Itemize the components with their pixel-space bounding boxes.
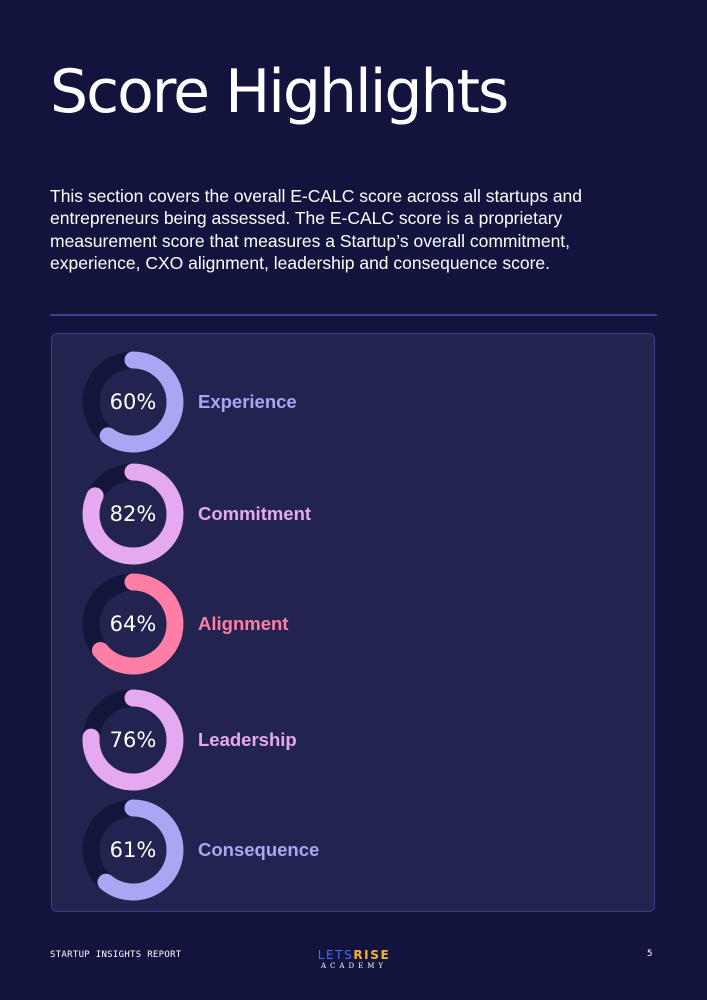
gauge-arc [82, 689, 184, 791]
page-number: 5 [647, 949, 653, 959]
logo-academy-text: ACADEMY [321, 962, 387, 970]
score-panel: 60% Experience 82% Commitment 64% Alignm… [51, 333, 655, 912]
logo-rise-text: RISE [353, 948, 391, 962]
donut-gauge-consequence: 61% [82, 799, 184, 901]
score-percent: 82% [109, 502, 157, 526]
score-label: Commitment [198, 503, 312, 524]
gauge-arc [82, 573, 184, 675]
donut-gauge-alignment: 64% [82, 573, 184, 675]
gauge-arc [82, 799, 184, 901]
score-label: Experience [198, 391, 297, 412]
footer-report-label: STARTUP INSIGHTS REPORT [50, 950, 182, 960]
score-row-leadership: 76% Leadership [82, 689, 642, 791]
score-percent: 61% [109, 838, 157, 862]
score-row-experience: 60% Experience [82, 351, 642, 453]
donut-gauge-commitment: 82% [82, 463, 184, 565]
score-label: Consequence [198, 839, 320, 860]
donut-gauge-leadership: 76% [82, 689, 184, 791]
score-row-commitment: 82% Commitment [82, 463, 642, 565]
letsrise-academy-logo: LETSRISE ACADEMY [308, 948, 400, 971]
gauge-arc [82, 463, 184, 565]
score-percent: 60% [109, 390, 157, 414]
score-label: Leadership [198, 729, 297, 750]
page-title: Score Highlights [50, 57, 509, 127]
logo-wordmark: LETSRISE [308, 948, 400, 962]
gauge-arc [82, 351, 184, 453]
intro-paragraph: This section covers the overall E-CALC s… [50, 186, 583, 273]
score-percent: 64% [109, 612, 157, 636]
score-percent: 76% [109, 728, 157, 752]
score-row-alignment: 64% Alignment [82, 573, 642, 675]
score-row-consequence: 61% Consequence [82, 799, 642, 901]
logo-lets-text: LETS [317, 948, 354, 962]
section-divider [50, 314, 657, 316]
donut-gauge-experience: 60% [82, 351, 184, 453]
score-label: Alignment [198, 613, 289, 634]
